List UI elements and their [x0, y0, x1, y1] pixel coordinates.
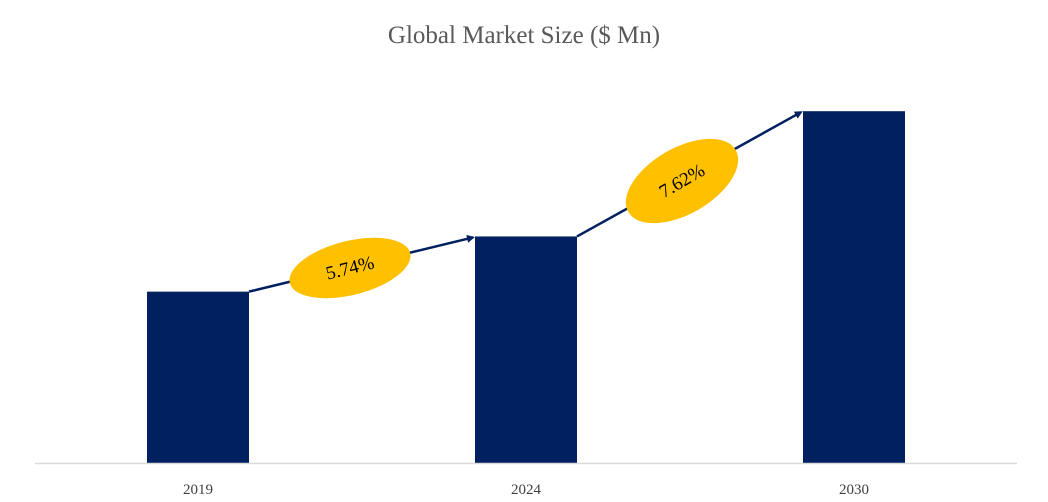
cagr-badge: [289, 237, 411, 299]
cagr-badge: [625, 138, 739, 224]
bar-2024: [475, 236, 577, 463]
chart-title: Global Market Size ($ Mn): [388, 22, 660, 49]
bar-2019: [147, 291, 249, 463]
x-tick-label: 2019: [183, 482, 213, 498]
bar-2030: [803, 111, 905, 463]
x-tick-label: 2024: [511, 482, 542, 498]
x-tick-label: 2030: [839, 482, 869, 498]
